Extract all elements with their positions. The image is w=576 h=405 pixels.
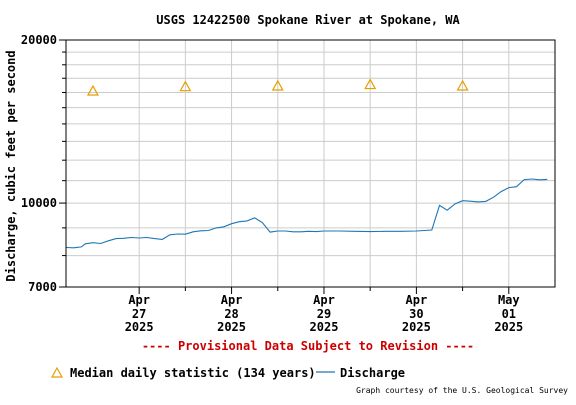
y-tick-label: 10000 [21,196,57,210]
chart-title: USGS 12422500 Spokane River at Spokane, … [156,13,460,27]
legend-median-label: Median daily statistic (134 years) [70,366,316,380]
median-marker [456,79,469,91]
x-tick-label: Apr [313,293,335,307]
x-tick-label: 2025 [125,320,154,334]
legend: Median daily statistic (134 years) Disch… [50,366,405,380]
x-tick-label: 2025 [402,320,431,334]
y-axis-label: Discharge, cubic feet per second [4,50,18,281]
x-tick-label: Apr [406,293,428,307]
y-tick-label: 7000 [28,280,57,294]
grid-layer [66,39,555,288]
credit-text: Graph courtesy of the U.S. Geological Su… [356,386,568,395]
x-tick-label: 29 [317,307,331,321]
x-tick-label: Apr [128,293,150,307]
provisional-note: ---- Provisional Data Subject to Revisio… [142,339,474,353]
x-tick-label: May [498,293,520,307]
x-tick-label: 2025 [310,320,339,334]
x-tick-label: 28 [224,307,238,321]
y-tick-label: 20000 [21,33,57,47]
x-tick-label: 27 [132,307,146,321]
median-marker [271,79,284,91]
x-tick-label: 2025 [217,320,246,334]
x-tick-label: Apr [221,293,243,307]
x-tick-label: 30 [409,307,423,321]
axis-layer: 70001000020000Apr272025Apr282025Apr29202… [21,33,556,334]
x-tick-label: 01 [502,307,516,321]
series-layer [65,78,548,249]
legend-discharge-label: Discharge [340,366,405,380]
median-marker [179,80,192,92]
median-marker [86,84,99,96]
legend-median-marker [50,366,64,378]
median-marker [364,78,377,90]
discharge-line [65,178,548,249]
x-tick-label: 2025 [494,320,523,334]
plot-frame [65,39,556,288]
